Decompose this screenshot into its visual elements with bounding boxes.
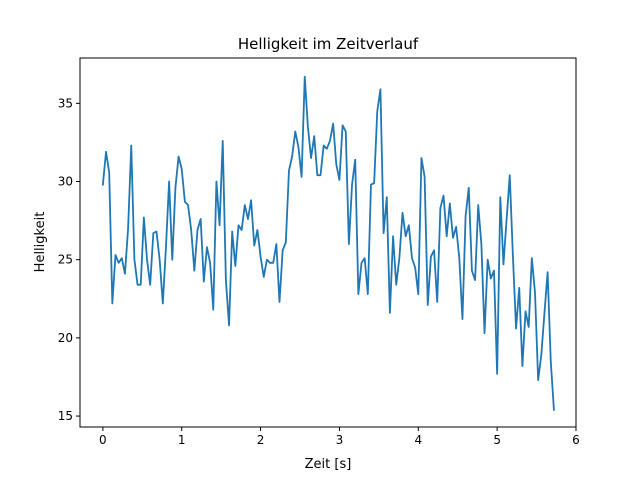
x-tick-label: 2	[257, 433, 265, 447]
x-tick-label: 4	[414, 433, 422, 447]
x-tick-label: 0	[99, 433, 107, 447]
x-tick-label: 3	[336, 433, 344, 447]
y-tick-label: 15	[58, 409, 73, 423]
chart-title: Helligkeit im Zeitverlauf	[238, 35, 419, 53]
x-axis-label: Zeit [s]	[305, 457, 352, 472]
y-axis-label: Helligkeit	[33, 212, 48, 273]
x-axis-ticks: 0 1 2 3 4 5 6	[99, 427, 580, 447]
series-line-helligkeit	[101, 75, 555, 411]
y-axis-ticks: 15 20 25 30 35	[58, 96, 80, 423]
plot-frame	[79, 57, 577, 428]
y-tick-label: 35	[58, 96, 73, 110]
x-tick-label: 5	[493, 433, 501, 447]
y-tick-label: 30	[58, 175, 73, 189]
plot-area	[80, 58, 576, 427]
y-tick-label: 25	[58, 253, 73, 267]
x-tick-label: 6	[572, 433, 580, 447]
x-tick-label: 1	[178, 433, 186, 447]
series-layer	[101, 75, 555, 411]
y-tick-label: 20	[58, 331, 73, 345]
